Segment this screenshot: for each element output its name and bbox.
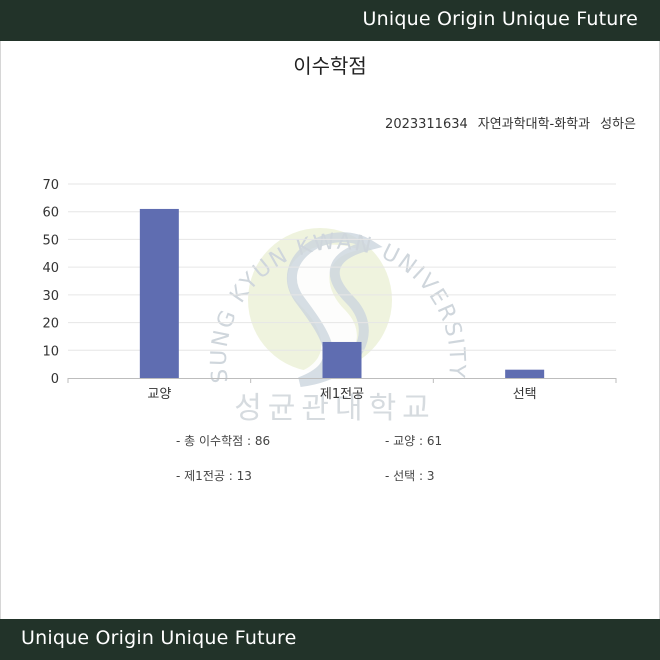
y-tick-label: 60 — [42, 206, 59, 221]
x-axis-ticks: 교양 제1전공 선택 — [67, 378, 617, 402]
y-tick-label: 50 — [42, 233, 59, 248]
summary-general: - 교양 : 61 — [385, 434, 443, 448]
y-tick-label: 40 — [42, 261, 59, 276]
watermark-korean-text: 성균관대학교 — [234, 391, 436, 426]
student-id: 2023311634 — [385, 117, 468, 132]
credits-bar-chart: SUNG KYUN KWAN UNIVERSITY 성균관대학교 0102030… — [42, 178, 617, 426]
y-tick-label: 0 — [51, 372, 59, 387]
header-bar: Unique Origin Unique Future — [0, 0, 660, 41]
footer-bar: Unique Origin Unique Future — [0, 619, 660, 660]
student-name: 성하은 — [600, 117, 636, 132]
y-axis-ticks: 0 10 20 30 40 50 60 70 — [42, 178, 59, 387]
bar-0 — [139, 208, 179, 378]
y-tick-label: 30 — [42, 289, 59, 304]
x-tick-label: 선택 — [513, 387, 537, 402]
footer-slogan: Unique Origin Unique Future — [21, 627, 297, 649]
page-title: 이수학점 — [293, 54, 367, 78]
summary-major: - 제1전공 : 13 — [176, 469, 252, 483]
student-department: 자연과학대학-화학과 — [477, 117, 591, 132]
summary-elective: - 선택 : 3 — [385, 469, 435, 483]
chart-bars — [139, 208, 545, 378]
x-tick-label: 제1전공 — [320, 387, 364, 402]
x-tick-label: 교양 — [147, 387, 171, 402]
bar-2 — [505, 369, 545, 378]
header-slogan: Unique Origin Unique Future — [362, 8, 638, 30]
summary-total: - 총 이수학점 : 86 — [176, 434, 271, 448]
y-tick-label: 10 — [42, 344, 59, 359]
student-info: 2023311634 자연과학대학-화학과 성하은 — [385, 113, 636, 132]
y-tick-label: 70 — [42, 178, 59, 193]
bar-1 — [322, 341, 362, 378]
y-tick-label: 20 — [42, 317, 59, 332]
watermark-ring-icon — [287, 232, 383, 387]
